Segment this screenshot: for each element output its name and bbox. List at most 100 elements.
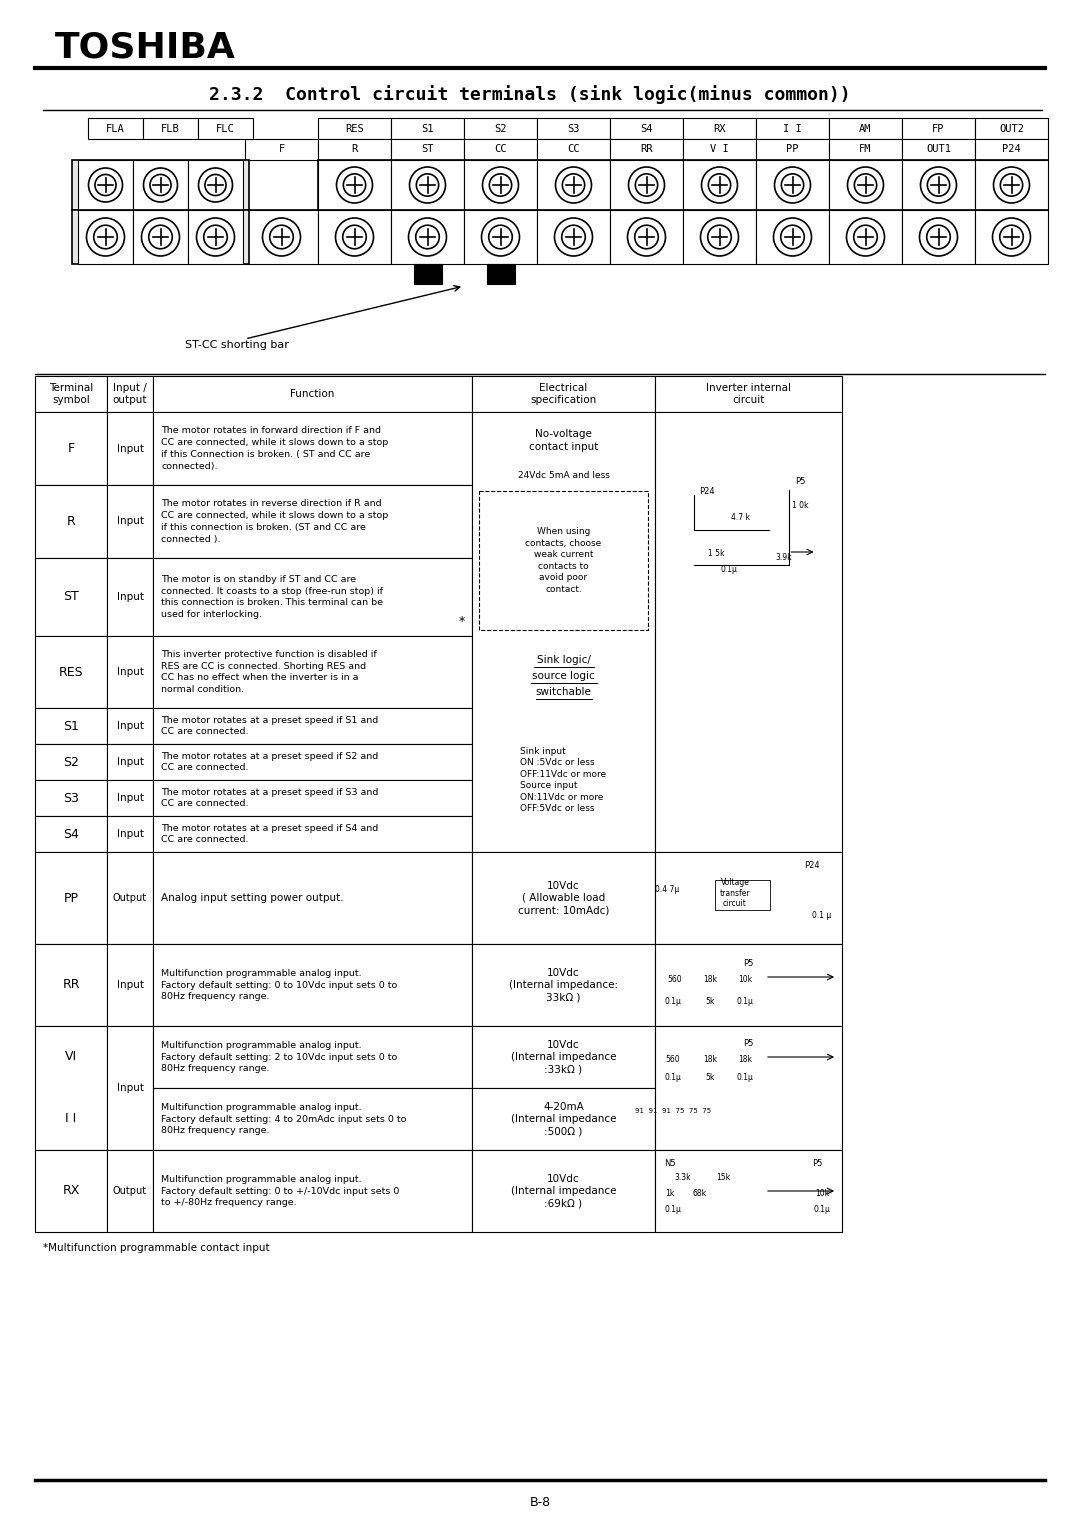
Bar: [318, 139, 391, 160]
Bar: [153, 852, 472, 944]
Bar: [654, 376, 842, 412]
Bar: [472, 944, 654, 1026]
Bar: [245, 211, 318, 264]
Text: P5: P5: [743, 959, 754, 968]
Circle shape: [708, 174, 731, 195]
Bar: [318, 118, 391, 139]
Text: When using
contacts, choose
weak current
contacts to
avoid poor
contact.: When using contacts, choose weak current…: [525, 527, 602, 594]
Circle shape: [781, 224, 805, 249]
Text: S3: S3: [63, 791, 79, 805]
Circle shape: [554, 218, 593, 257]
Bar: [153, 557, 472, 637]
Text: Multifunction programmable analog input.
Factory default setting: 0 to 10Vdc inp: Multifunction programmable analog input.…: [161, 968, 397, 1002]
Bar: [537, 160, 610, 211]
Circle shape: [635, 174, 658, 195]
Circle shape: [854, 174, 877, 195]
Bar: [318, 160, 1048, 211]
Text: ST: ST: [63, 591, 79, 603]
Bar: [72, 211, 249, 264]
Bar: [35, 780, 107, 815]
Bar: [107, 557, 153, 637]
Circle shape: [416, 174, 438, 195]
Bar: [902, 139, 975, 160]
Text: ST: ST: [421, 145, 434, 154]
Bar: [829, 118, 902, 139]
Text: 5k: 5k: [705, 997, 715, 1006]
Circle shape: [629, 166, 664, 203]
Bar: [35, 376, 107, 412]
Text: Input: Input: [117, 1083, 144, 1093]
Text: I I: I I: [783, 124, 801, 133]
Text: 0.1µ: 0.1µ: [664, 997, 681, 1006]
Bar: [975, 118, 1048, 139]
Bar: [975, 211, 1048, 264]
Circle shape: [408, 218, 446, 257]
Text: S4: S4: [63, 828, 79, 840]
Text: Input: Input: [117, 793, 144, 803]
Bar: [829, 211, 902, 264]
Bar: [107, 1026, 153, 1150]
Text: 18k: 18k: [703, 976, 717, 985]
Bar: [654, 852, 842, 944]
Text: This inverter protective function is disabled if
RES are CC is connected. Shorti: This inverter protective function is dis…: [161, 651, 377, 695]
Text: 68k: 68k: [693, 1190, 707, 1199]
Text: 2.3.2  Control circuit terminals (sink logic(minus common)): 2.3.2 Control circuit terminals (sink lo…: [210, 86, 851, 104]
Bar: [245, 139, 318, 160]
Text: Input: Input: [117, 592, 144, 602]
Bar: [391, 160, 464, 211]
Circle shape: [343, 174, 366, 195]
Text: CC: CC: [567, 145, 580, 154]
Circle shape: [848, 166, 883, 203]
Bar: [391, 211, 464, 264]
Bar: [35, 744, 107, 780]
Circle shape: [853, 224, 877, 249]
Text: S2: S2: [495, 124, 507, 133]
Bar: [35, 944, 107, 1026]
Bar: [107, 637, 153, 709]
Bar: [537, 139, 610, 160]
Bar: [153, 780, 472, 815]
Text: S3: S3: [567, 124, 580, 133]
Bar: [683, 160, 756, 211]
Text: Output: Output: [113, 893, 147, 902]
Circle shape: [562, 224, 585, 249]
Circle shape: [635, 224, 659, 249]
Bar: [133, 160, 188, 211]
Bar: [153, 412, 472, 486]
Circle shape: [204, 224, 227, 249]
Text: PP: PP: [64, 892, 79, 904]
Circle shape: [847, 218, 885, 257]
Text: Input: Input: [117, 757, 144, 767]
Circle shape: [994, 166, 1029, 203]
Circle shape: [482, 218, 519, 257]
Circle shape: [919, 218, 958, 257]
Text: 0.1 µ: 0.1 µ: [812, 912, 832, 921]
Text: The motor rotates at a preset speed if S1 and
CC are connected.: The motor rotates at a preset speed if S…: [161, 716, 378, 736]
Circle shape: [86, 218, 124, 257]
Text: FLA: FLA: [106, 124, 125, 133]
Text: N5: N5: [664, 1159, 676, 1168]
Bar: [133, 211, 188, 264]
Text: 10k: 10k: [815, 1190, 829, 1199]
Text: S2: S2: [63, 756, 79, 768]
Text: 3.9k: 3.9k: [775, 553, 792, 562]
Bar: [153, 1026, 472, 1089]
Text: 0.1µ: 0.1µ: [737, 1073, 754, 1083]
Bar: [683, 139, 756, 160]
Circle shape: [701, 218, 739, 257]
Bar: [610, 139, 683, 160]
Text: 0.1µ: 0.1µ: [664, 1205, 681, 1214]
Bar: [198, 118, 253, 139]
Text: Multifunction programmable analog input.
Factory default setting: 4 to 20mAdc in: Multifunction programmable analog input.…: [161, 1102, 406, 1135]
Bar: [654, 412, 842, 852]
Bar: [35, 815, 107, 852]
Bar: [153, 744, 472, 780]
Text: RES: RES: [58, 666, 83, 678]
Text: 0.4 7µ: 0.4 7µ: [654, 886, 679, 895]
Text: 91  91  91  75  75  75: 91 91 91 75 75 75: [635, 1109, 711, 1115]
Text: Multifunction programmable analog input.
Factory default setting: 0 to +/-10Vdc : Multifunction programmable analog input.…: [161, 1174, 400, 1208]
Text: switchable: switchable: [536, 687, 592, 696]
Text: Sink input
ON :5Vdc or less
OFF:11Vdc or more
Source input
ON:11Vdc or more
OFF:: Sink input ON :5Vdc or less OFF:11Vdc or…: [521, 747, 607, 812]
Bar: [715, 880, 770, 910]
Text: PP: PP: [786, 145, 799, 154]
